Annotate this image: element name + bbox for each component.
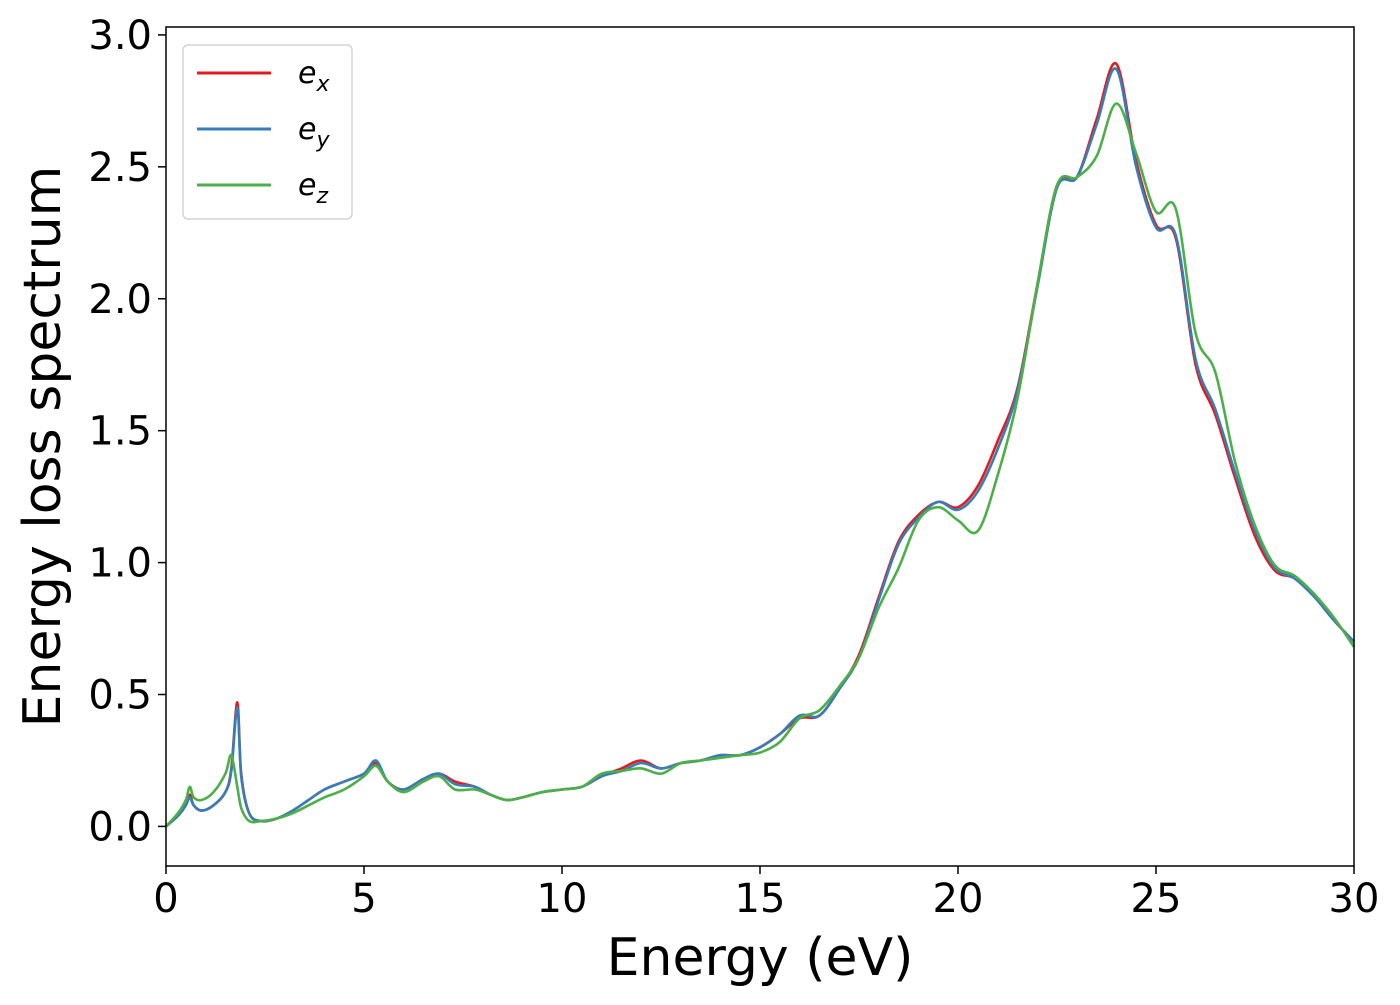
y-tick-label: 3.0 bbox=[88, 13, 152, 59]
y-tick-label: 2.0 bbox=[88, 277, 152, 323]
x-tick-label: 25 bbox=[1131, 876, 1182, 922]
legend-label: ez bbox=[298, 168, 328, 209]
y-tick-label: 0.0 bbox=[88, 804, 152, 850]
y-tick-label: 0.5 bbox=[88, 673, 152, 719]
y-tick-label: 1.0 bbox=[88, 541, 152, 587]
legend-label: ex bbox=[298, 56, 330, 97]
x-tick-label: 30 bbox=[1329, 876, 1380, 922]
x-axis-title: Energy (eV) bbox=[607, 928, 914, 988]
x-tick-label: 0 bbox=[153, 876, 178, 922]
axis-ticks: 0 5 10 15 20 25 30 0.0 0.5 1.0 1.5 2.0 2.5 3.0 bbox=[88, 13, 1379, 922]
x-tick-label: 5 bbox=[351, 876, 376, 922]
x-tick-label: 20 bbox=[933, 876, 984, 922]
series-line-e-z bbox=[165, 102, 1356, 828]
legend-label: ey bbox=[298, 112, 330, 153]
y-tick-label: 2.5 bbox=[88, 145, 152, 191]
legend-box bbox=[182, 44, 353, 220]
x-tick-label: 10 bbox=[537, 876, 588, 922]
y-axis-title: Energy loss spectrum bbox=[13, 166, 73, 728]
plot-lines bbox=[165, 62, 1356, 828]
legend: ex ey ez bbox=[182, 44, 353, 220]
y-tick-label: 1.5 bbox=[88, 409, 152, 455]
x-tick-label: 15 bbox=[735, 876, 786, 922]
